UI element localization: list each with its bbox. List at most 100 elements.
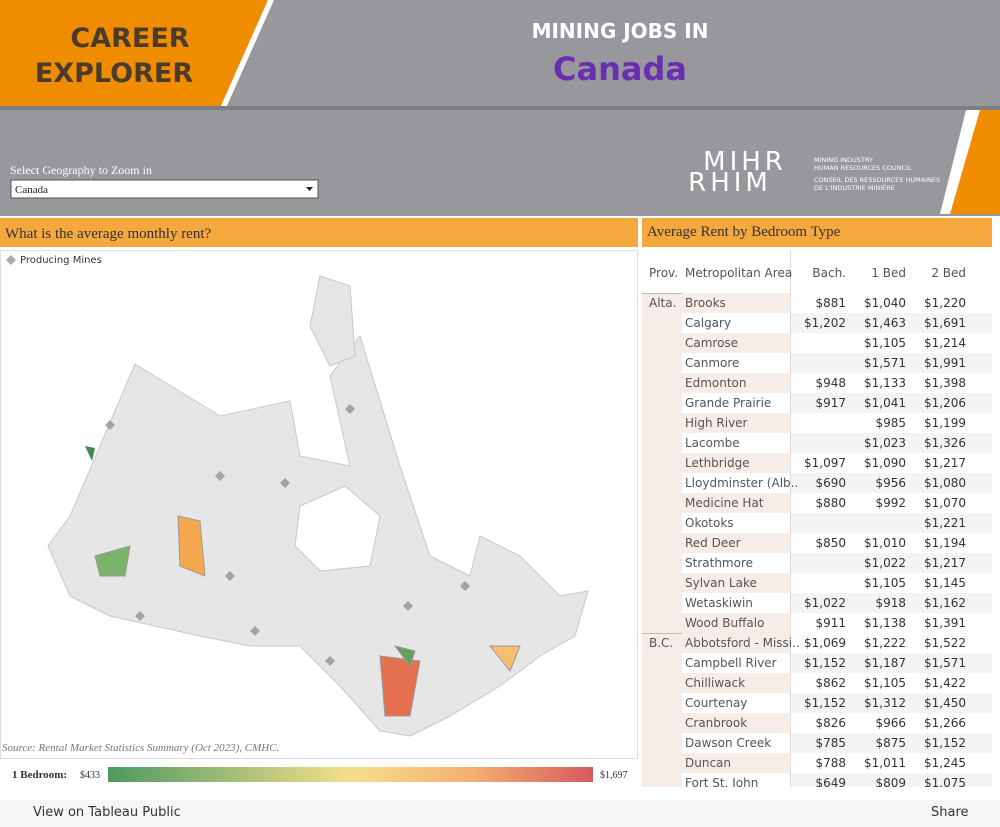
table-title: Average Rent by Bedroom Type [647,224,841,240]
row-bg [791,733,992,753]
rent: $966 [875,716,906,730]
rent: $1,022 [804,596,846,610]
prov-cell [642,293,682,634]
area: Strathmore [685,556,754,570]
area: Okotoks [685,516,734,530]
legend-label: Producing Mines [20,255,102,266]
rent: $1,991 [924,356,966,370]
area: Canmore [685,356,740,370]
rent: $1,090 [864,456,906,470]
rent: $1,245 [924,756,966,770]
color-legend-label: 1 Bedroom: [12,769,67,781]
rent: $862 [815,676,846,690]
area: Lloydminster (Alb.. [685,476,799,490]
view-link[interactable]: View on Tableau Public [33,805,181,820]
logo: MIHR [703,147,787,177]
banner: CAREER EXPLORER MINING JOBS IN Canada Se… [0,0,1000,216]
row-bg [682,433,790,453]
prov: Alta. [649,296,677,310]
row-bg [682,653,790,673]
filter-label: Select Geography to Zoom in [10,163,152,177]
row-bg [791,613,992,633]
row-bg [682,413,790,433]
map-panel: What is the average monthly rent? Produc… [0,218,638,782]
rent: $1,691 [924,316,966,330]
row-bg [791,373,992,393]
row-bg [791,593,992,613]
area: Abbotsford - Missi.. [685,636,800,650]
source: Source: Rental Market Statistics Summary… [2,742,279,754]
row-bg [791,673,992,693]
area: Duncan [685,756,732,770]
rent: $1,152 [804,696,846,710]
column-header: 1 Bed [871,266,906,280]
rent: $649 [815,776,846,787]
rent: $1,222 [864,636,906,650]
area: Lacombe [685,436,740,450]
row-bg [682,373,790,393]
row-bg [791,633,992,653]
row-bg [791,773,992,787]
rent: $1,152 [924,736,966,750]
row-bg [682,473,790,493]
area: Lethbridge [685,456,750,470]
area: Sylvan Lake [685,576,757,590]
row-bg [791,573,992,593]
row-bg [791,653,992,673]
logo-text: DE L'INDUSTRIE MINIÈRE [814,183,895,192]
dropdown[interactable] [10,179,319,199]
rent: $1,097 [804,456,846,470]
row-bg [791,753,992,773]
row-bg [791,713,992,733]
panel-title: What is the average monthly rent? [5,226,212,242]
rent: $1,450 [924,696,966,710]
rent: $1,162 [924,596,966,610]
rent: $1,220 [924,296,966,310]
rent: $1,217 [924,556,966,570]
rent: $1,463 [864,316,906,330]
row-bg [682,753,790,773]
rent: $1,041 [864,396,906,410]
area: Chilliwack [685,676,746,690]
rent: $1,105 [864,576,906,590]
row-bg [682,693,790,713]
rent: $788 [815,756,846,770]
rent: $1,217 [924,456,966,470]
prov-cell [642,633,682,787]
rent: $1,080 [924,476,966,490]
rent: $850 [815,536,846,550]
color-min: $433 [80,770,100,781]
title: MINING JOBS IN [532,19,709,43]
prov: B.C. [649,636,674,650]
rent: $911 [815,616,846,630]
area: Grande Prairie [685,396,772,410]
rent: $1,069 [804,636,846,650]
rent: $1,202 [804,316,846,330]
row-bg [791,313,992,333]
rent: $1,010 [864,536,906,550]
row-bg [682,733,790,753]
area: High River [685,416,748,430]
toolbar: View on Tableau Public Share [0,800,1000,827]
area: Cranbrook [685,716,748,730]
table-title-bar: Average Rent by Bedroom Type [642,218,992,247]
rent: $1,571 [864,356,906,370]
rent: $1,214 [924,336,966,350]
area: Wood Buffalo [685,616,765,630]
rent: $1,070 [924,496,966,510]
share-button[interactable]: Share [931,805,969,820]
row-bg [682,353,790,373]
row-bg [682,393,790,413]
area: Edmonton [685,376,747,390]
rent: $1,221 [924,516,966,530]
rent: $1,022 [864,556,906,570]
logo-text: MINING INDUSTRY [814,156,873,164]
area: Wetaskiwin [685,596,753,610]
row-bg [682,673,790,693]
row-bg [682,333,790,353]
rent: $985 [875,416,906,430]
logo-text: CONSEIL DES RESSOURCES HUMAINES [814,176,940,184]
area: Dawson Creek [685,736,772,750]
